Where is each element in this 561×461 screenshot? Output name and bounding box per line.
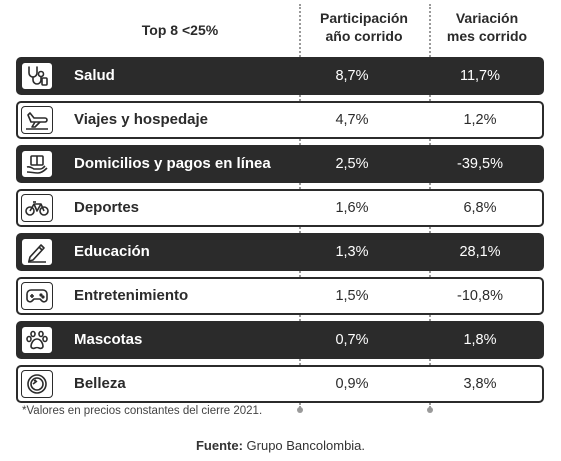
stethoscope-icon (21, 62, 53, 90)
share-value: 8,7% (335, 68, 369, 84)
share-value: 1,6% (335, 200, 369, 216)
category-label: Domicilios y pagos en línea (74, 155, 271, 172)
bicycle-icon (21, 194, 53, 222)
variation-value: 1,2% (463, 112, 497, 128)
variation-value: -39,5% (457, 156, 503, 172)
variation-value: 1,8% (463, 332, 497, 348)
variation-header: Variación mes corrido (446, 10, 528, 44)
variation-value: 28,1% (459, 244, 501, 260)
column-divider-left-end-dot (297, 407, 303, 413)
source-label: Fuente: (195, 438, 243, 453)
variation-value: 3,8% (463, 376, 497, 392)
gamepad-icon (21, 282, 53, 310)
category-label: Mascotas (74, 331, 143, 348)
table-row-domicilios: Domicilios y pagos en línea 2,5% -39,5% (16, 145, 544, 183)
variation-value: 11,7% (459, 68, 501, 84)
source-line: Fuente: Grupo Bancolombia. (0, 438, 561, 453)
table-row-entretenimiento: Entretenimiento 1,5% -10,8% (16, 277, 544, 315)
mirror-icon (21, 370, 53, 398)
variation-value: -10,8% (457, 288, 503, 304)
category-label: Educación (74, 243, 150, 260)
table-row-educacion: Educación 1,3% 28,1% (16, 233, 544, 271)
share-value: 0,9% (335, 376, 369, 392)
share-value: 1,3% (335, 244, 369, 260)
pencil-icon (21, 238, 53, 266)
column-divider-right-end-dot (427, 407, 433, 413)
category-label: Entretenimiento (74, 287, 189, 304)
share-value: 0,7% (335, 332, 369, 348)
variation-value: 6,8% (463, 200, 497, 216)
delivery-box-icon (21, 150, 53, 178)
share-value: 1,5% (335, 288, 369, 304)
source-text: Grupo Bancolombia. (242, 438, 366, 453)
share-header: Participación año corrido (320, 10, 408, 44)
table-row-viajes: Viajes y hospedaje 4,7% 1,2% (16, 101, 544, 139)
share-value: 2,5% (335, 156, 369, 172)
category-label: Deportes (74, 199, 140, 216)
table-row-belleza: Belleza 0,9% 3,8% (16, 365, 544, 403)
category-header: Top 8 <25% (141, 22, 219, 38)
share-value: 4,7% (335, 112, 369, 128)
category-label: Viajes y hospedaje (74, 111, 208, 128)
category-label: Salud (74, 67, 115, 84)
table-row-deportes: Deportes 1,6% 6,8% (16, 189, 544, 227)
airplane-icon (21, 106, 53, 134)
footnote: *Valores en precios constantes del cierr… (22, 405, 263, 417)
table-row-salud: Salud 8,7% 11,7% (16, 57, 544, 95)
category-label: Belleza (74, 375, 126, 392)
table-row-mascotas: Mascotas 0,7% 1,8% (16, 321, 544, 359)
paw-icon (21, 326, 53, 354)
